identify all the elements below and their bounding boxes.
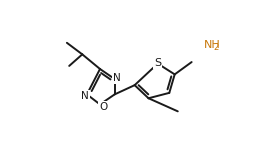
Text: O: O: [99, 102, 107, 112]
Text: S: S: [154, 58, 161, 68]
Text: 2: 2: [213, 43, 218, 52]
Text: NH: NH: [204, 40, 221, 50]
Text: N: N: [113, 73, 121, 83]
Text: N: N: [82, 91, 89, 101]
